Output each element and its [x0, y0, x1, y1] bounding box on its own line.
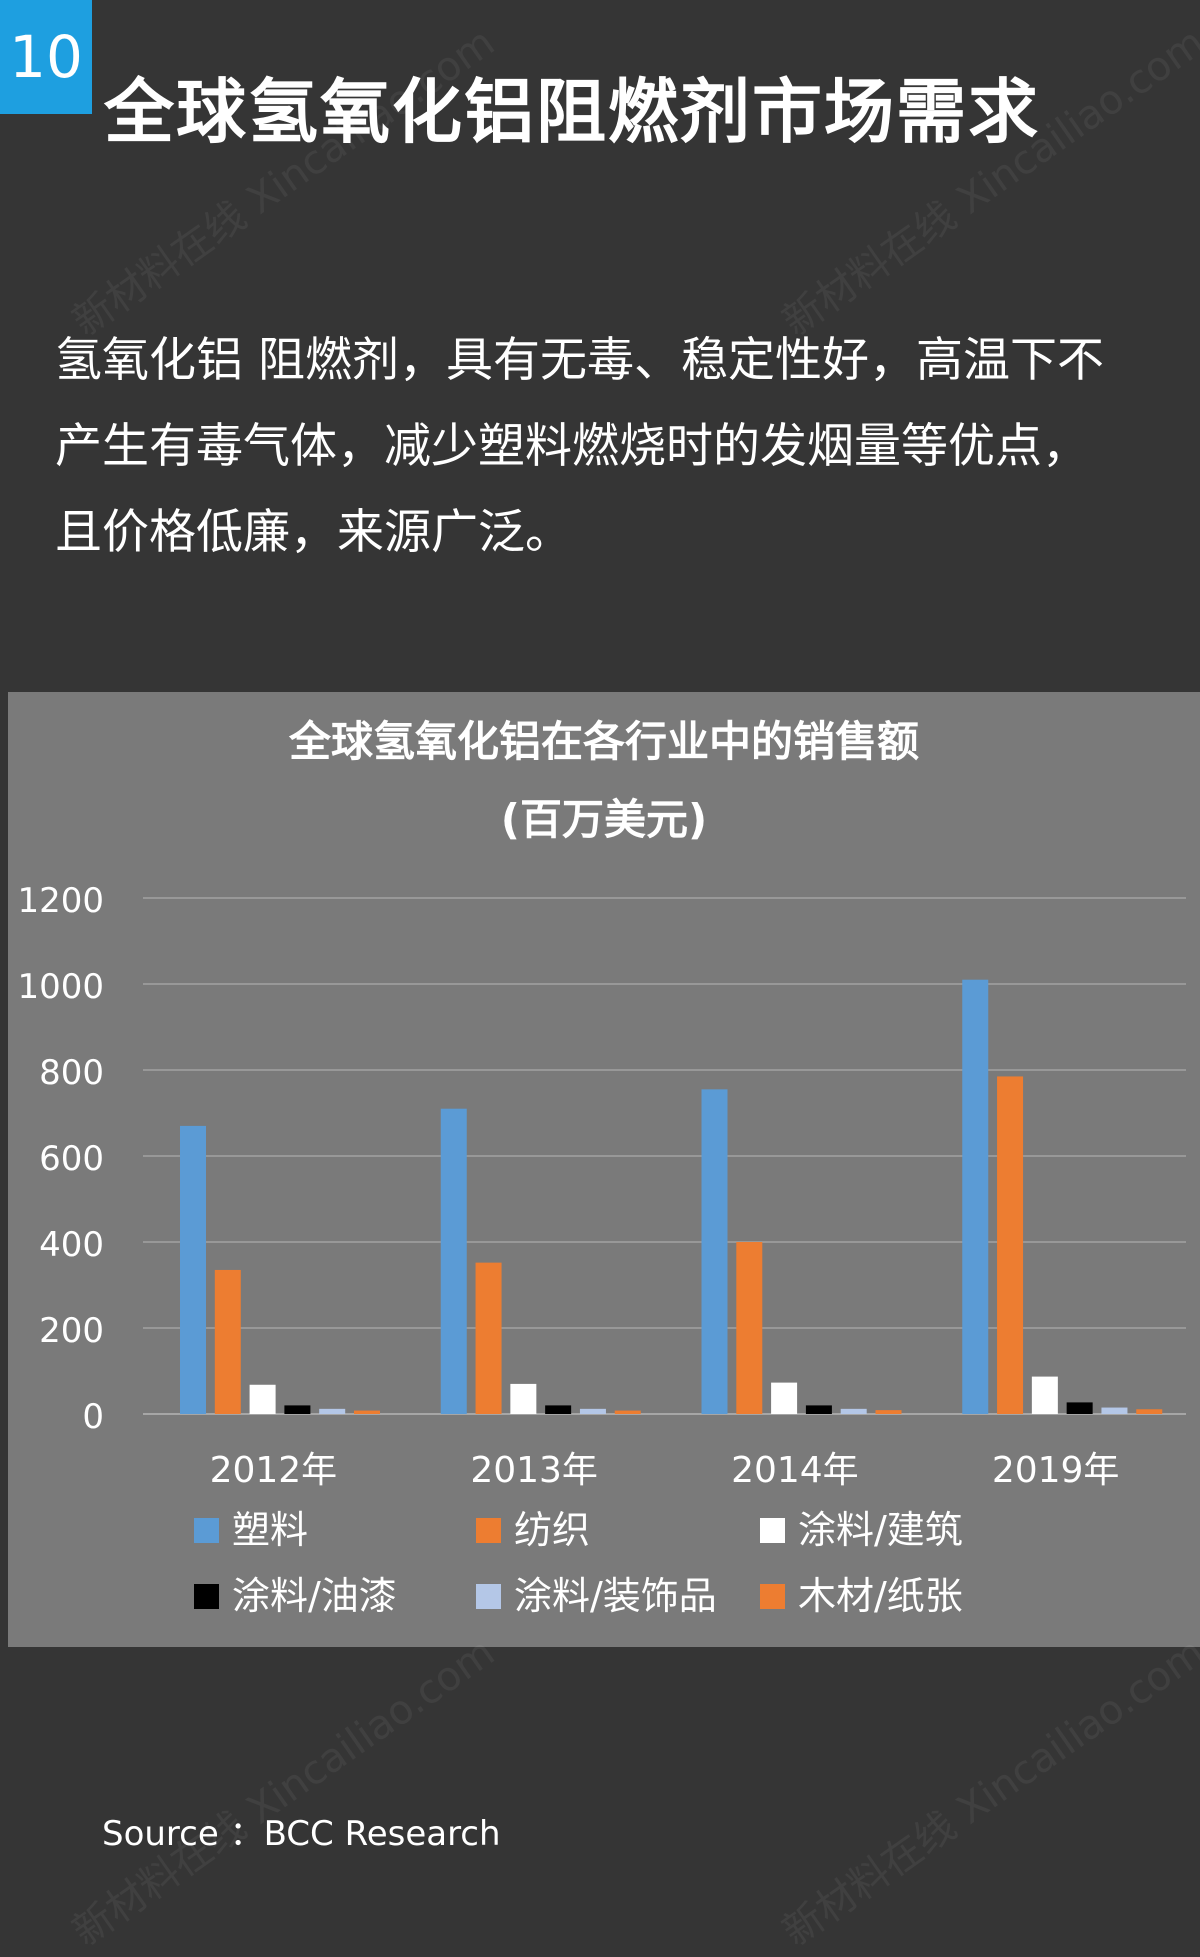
- bar: [510, 1383, 537, 1414]
- legend-label: 涂料/建筑: [798, 1508, 963, 1552]
- legend-label: 塑料: [232, 1508, 308, 1552]
- y-tick-label: 600: [39, 1139, 104, 1179]
- bar: [475, 1262, 502, 1414]
- bar: [614, 1410, 641, 1414]
- gridlines: [143, 897, 1186, 1415]
- legend-swatch: [760, 1584, 785, 1609]
- watermark: 新材料在线 Xincailiao.com: [64, 1629, 503, 1956]
- intro-line: 且价格低廉，来源广泛。: [55, 505, 572, 560]
- legend-swatch: [760, 1518, 785, 1543]
- bar: [1136, 1409, 1163, 1414]
- chart-title: 全球氢氧化铝在各行业中的销售额: [288, 717, 919, 766]
- bar: [701, 1089, 728, 1414]
- x-tick-label: 2013年: [470, 1450, 598, 1491]
- bar: [319, 1408, 346, 1414]
- bar: [840, 1408, 867, 1414]
- legend-swatch: [194, 1584, 219, 1609]
- y-tick-label: 200: [39, 1311, 104, 1351]
- x-tick-label: 2012年: [210, 1450, 338, 1491]
- bar: [736, 1242, 763, 1414]
- bar: [284, 1405, 311, 1414]
- intro-paragraph: 氢氧化铝 阻燃剂，具有无毒、稳定性好，高温下不 产生有毒气体，减少塑料燃烧时的发…: [55, 318, 1155, 576]
- y-axis-ticks: 0 200 400 600 800 1000 1200: [17, 881, 104, 1437]
- bar: [1101, 1407, 1128, 1414]
- y-tick-label: 1200: [17, 881, 104, 921]
- intro-line: 产生有毒气体，减少塑料燃烧时的发烟量等优点，: [55, 419, 1089, 474]
- section-number-badge: 10: [0, 0, 92, 114]
- legend-label: 涂料/装饰品: [514, 1574, 717, 1618]
- x-axis-ticks: 2012年 2013年 2014年 2019年: [210, 1450, 1120, 1491]
- y-tick-label: 400: [39, 1225, 104, 1265]
- bar: [771, 1382, 798, 1414]
- bar: [545, 1405, 572, 1414]
- bar: [962, 979, 989, 1414]
- y-tick-label: 0: [82, 1397, 104, 1437]
- legend-label: 木材/纸张: [798, 1574, 963, 1618]
- y-tick-label: 800: [39, 1053, 104, 1093]
- bar: [805, 1405, 832, 1414]
- bar: [1066, 1402, 1093, 1414]
- bars: [180, 979, 1163, 1414]
- watermark: 新材料在线 Xincailiao.com: [774, 1629, 1200, 1956]
- chart-panel: 全球氢氧化铝在各行业中的销售额 (百万美元) 0 200 400 600 800 1000…: [8, 692, 1200, 1647]
- bar: [997, 1076, 1024, 1414]
- legend-label: 涂料/油漆: [232, 1574, 397, 1618]
- y-tick-label: 1000: [17, 967, 104, 1007]
- bar: [440, 1108, 467, 1414]
- legend-swatch: [476, 1584, 501, 1609]
- intro-line: 氢氧化铝 阻燃剂，具有无毒、稳定性好，高温下不: [55, 333, 1104, 388]
- x-tick-label: 2019年: [992, 1450, 1120, 1491]
- source-note: Source ：BCC Research: [102, 1814, 501, 1854]
- bar: [354, 1410, 380, 1414]
- bar: [249, 1384, 276, 1414]
- chart-subtitle: (百万美元): [501, 795, 707, 844]
- x-tick-label: 2014年: [731, 1450, 859, 1491]
- page-title: 全球氢氧化铝阻燃剂市场需求: [104, 71, 1040, 153]
- bar: [214, 1269, 241, 1414]
- bar: [579, 1408, 606, 1414]
- legend-swatch: [194, 1518, 219, 1543]
- bar: [1031, 1376, 1058, 1414]
- legend-label: 纺织: [514, 1508, 590, 1552]
- legend-swatch: [476, 1518, 501, 1543]
- bar-chart: 全球氢氧化铝在各行业中的销售额 (百万美元) 0 200 400 600 800 1000…: [17, 717, 1186, 1618]
- bar: [180, 1125, 206, 1414]
- bar: [875, 1410, 902, 1414]
